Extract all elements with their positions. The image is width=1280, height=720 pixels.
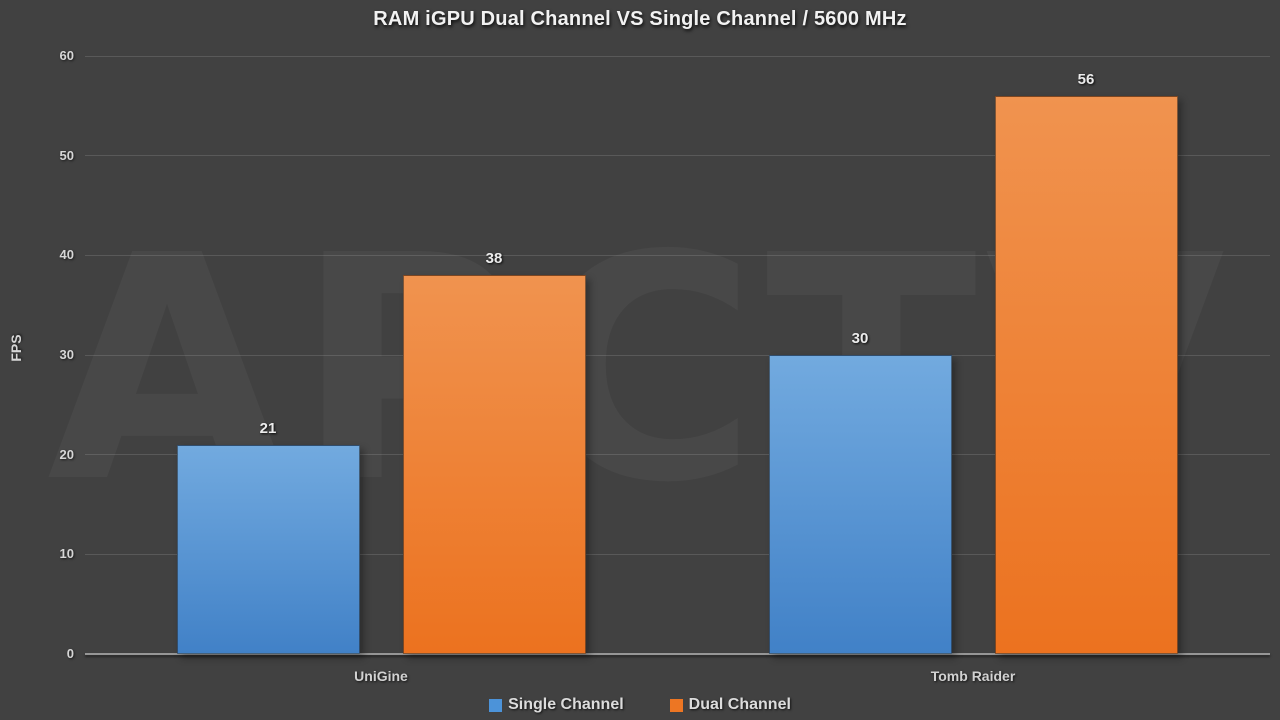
- legend-item-dual-channel: Dual Channel: [669, 696, 791, 714]
- legend-item-single-channel: Single Channel: [489, 696, 624, 714]
- gridline-40: [85, 254, 1270, 256]
- gridline-60: [85, 55, 1270, 57]
- bar-dual-channel-tomb-raider: [994, 95, 1178, 654]
- legend-label-single-channel: Single Channel: [508, 696, 624, 713]
- y-tick-label: 60: [59, 48, 74, 63]
- gridline-50: [85, 155, 1270, 157]
- bar-dual-channel-unigine: [402, 275, 586, 654]
- bar-single-channel-tomb-raider: [768, 355, 952, 654]
- gridline-20: [85, 454, 1270, 456]
- chart-title: RAM iGPU Dual Channel VS Single Channel …: [373, 8, 907, 30]
- bar-single-channel-unigine: [176, 444, 360, 654]
- y-tick-label: 50: [59, 147, 74, 163]
- x-axis-line: [85, 653, 1270, 655]
- gridline-10: [85, 553, 1270, 555]
- gridline-30: [85, 354, 1270, 356]
- category-label-tomb-raider: Tomb Raider: [930, 668, 1016, 684]
- legend-label-dual-channel: Dual Channel: [688, 696, 791, 713]
- legend-swatch-single-channel: [489, 698, 503, 712]
- value-label-dual-channel-unigine: 38: [485, 250, 503, 268]
- y-tick-label: 0: [66, 646, 74, 661]
- y-tick-label: 40: [59, 247, 74, 263]
- category-label-unigine: UniGine: [354, 668, 408, 684]
- y-axis-title: FPS: [8, 334, 24, 362]
- y-tick-label: 30: [59, 347, 74, 362]
- value-label-single-channel-unigine: 21: [259, 419, 277, 437]
- legend-swatch-dual-channel: [669, 698, 683, 712]
- value-label-single-channel-tomb-raider: 30: [851, 330, 869, 347]
- value-label-dual-channel-tomb-raider: 56: [1077, 70, 1095, 88]
- y-tick-label: 20: [59, 446, 74, 462]
- legend: Single Channel Dual Channel: [0, 696, 1280, 714]
- y-tick-label: 10: [59, 546, 74, 562]
